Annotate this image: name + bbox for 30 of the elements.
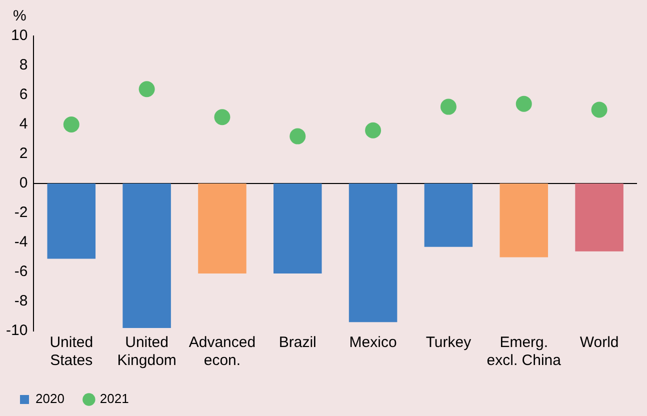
x-tick-label: Emerg. excl. China (486, 334, 562, 370)
x-tick-label: United States (50, 334, 94, 370)
point (516, 96, 532, 112)
y-tick-label: 4 (19, 116, 28, 133)
x-tick-label: Turkey (426, 334, 472, 352)
point (591, 102, 608, 118)
y-tick-label: 2 (19, 145, 28, 162)
y-tick-label: -8 (14, 292, 28, 310)
y-tick-label: 10 (10, 27, 28, 44)
point (63, 116, 80, 132)
y-tick-label: -4 (14, 234, 28, 251)
point (365, 122, 382, 138)
y-tick-label: -6 (14, 263, 28, 280)
x-tick-label: Advanced econ. (188, 334, 256, 370)
point (290, 128, 306, 144)
point (440, 98, 456, 115)
legend-label: 2021 (100, 391, 129, 406)
y-tick-label: 0 (19, 174, 28, 192)
y-tick-label: 6 (19, 86, 28, 104)
point (214, 109, 230, 126)
y-tick-label: -2 (14, 204, 28, 222)
y-tick-label: -10 (6, 322, 28, 340)
x-tick-label: World (580, 334, 619, 352)
legend-label: 2020 (36, 391, 64, 406)
y-axis-title: % (13, 8, 26, 25)
point (138, 81, 155, 98)
x-tick-label: Brazil (278, 334, 316, 352)
x-tick-label: Mexico (349, 334, 397, 352)
x-tick-label: United Kingdom (117, 334, 176, 370)
y-tick-label: 8 (19, 56, 28, 74)
